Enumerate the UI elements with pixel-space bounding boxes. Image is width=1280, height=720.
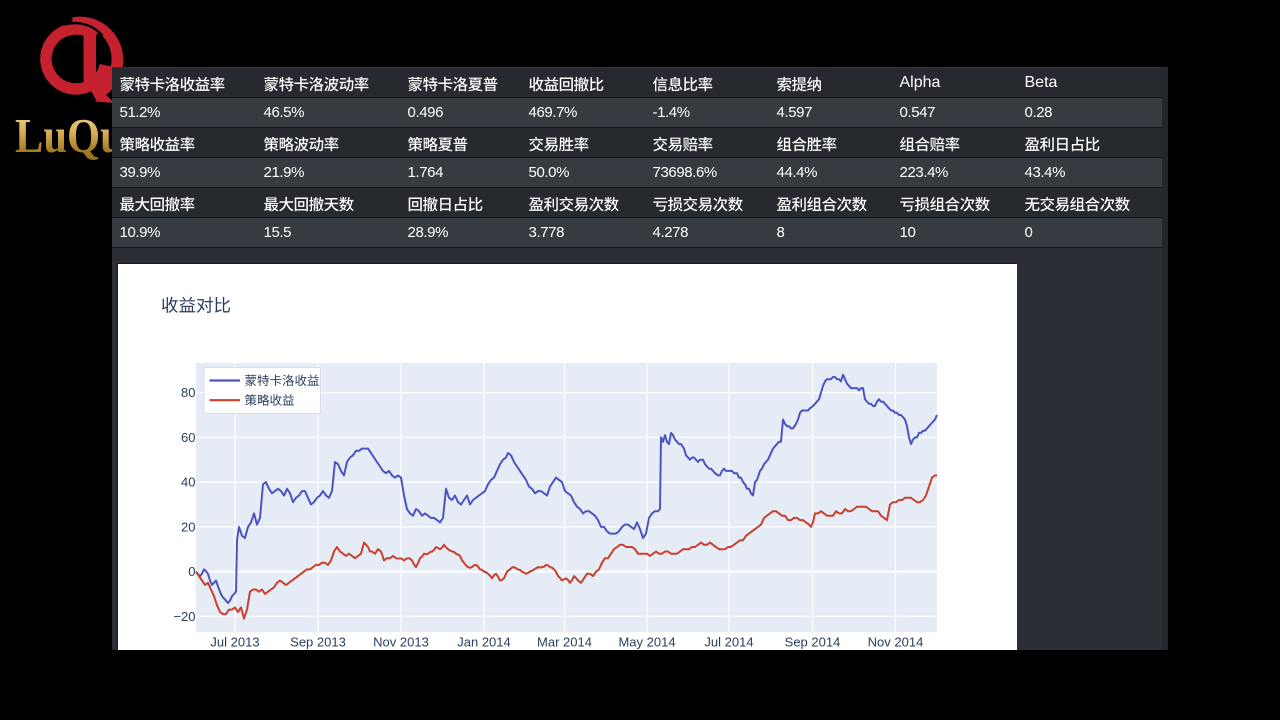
svg-text:Jan 2014: Jan 2014 xyxy=(457,635,511,650)
svg-text:Jul 2013: Jul 2013 xyxy=(210,635,259,650)
svg-text:Sep 2013: Sep 2013 xyxy=(290,635,346,650)
svg-text:20: 20 xyxy=(181,519,195,534)
svg-text:Nov 2014: Nov 2014 xyxy=(868,635,924,650)
svg-text:60: 60 xyxy=(181,430,195,445)
svg-text:May 2014: May 2014 xyxy=(618,635,675,650)
svg-text:Sep 2014: Sep 2014 xyxy=(785,635,841,650)
svg-text:80: 80 xyxy=(181,385,195,400)
svg-text:Nov 2013: Nov 2013 xyxy=(373,635,429,650)
svg-text:Mar 2014: Mar 2014 xyxy=(537,635,592,650)
svg-text:40: 40 xyxy=(181,475,195,490)
svg-text:Jul 2014: Jul 2014 xyxy=(704,635,753,650)
svg-text:0: 0 xyxy=(188,564,195,579)
svg-text:−20: −20 xyxy=(173,609,195,624)
